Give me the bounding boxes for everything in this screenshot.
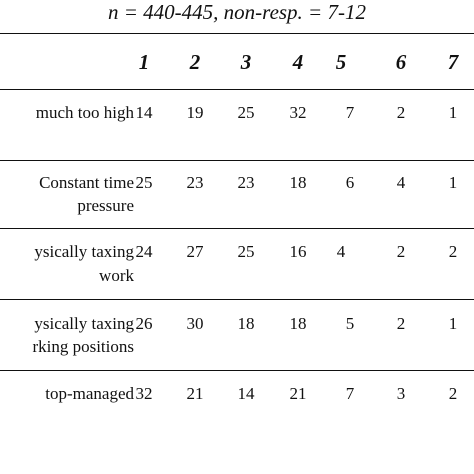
column-header-7: 7 bbox=[447, 50, 459, 74]
cell: 25 bbox=[237, 103, 255, 122]
column-header-2: 2 bbox=[189, 50, 201, 74]
row-label-line-1: Constant time bbox=[39, 173, 134, 192]
column-header-3: 3 bbox=[240, 50, 252, 74]
header-rule bbox=[0, 89, 474, 90]
cell: 14 bbox=[237, 384, 255, 403]
cell: 19 bbox=[186, 103, 204, 122]
cell: 2 bbox=[396, 242, 406, 261]
column-header-4: 4 bbox=[292, 50, 304, 74]
cell: 7 bbox=[345, 384, 355, 403]
row-label-line-2: rking positions bbox=[32, 337, 134, 356]
cell: 1 bbox=[448, 173, 458, 192]
cell: 6 bbox=[345, 173, 355, 192]
cell: 1 bbox=[448, 103, 458, 122]
column-header-6: 6 bbox=[395, 50, 407, 74]
top-rule bbox=[0, 33, 474, 34]
cell: 21 bbox=[289, 384, 307, 403]
cell: 3 bbox=[396, 384, 406, 403]
row-rule bbox=[0, 370, 474, 371]
cell: 7 bbox=[345, 103, 355, 122]
row-rule bbox=[0, 160, 474, 161]
row-label-line-1: ysically taxing bbox=[34, 242, 134, 261]
row-rule bbox=[0, 228, 474, 229]
cell: 4 bbox=[396, 173, 406, 192]
cell: 30 bbox=[186, 314, 204, 333]
cell: 2 bbox=[396, 314, 406, 333]
cell: 1 bbox=[448, 314, 458, 333]
cell: 5 bbox=[345, 314, 355, 333]
column-header-1: 1 bbox=[138, 50, 150, 74]
row-rule bbox=[0, 299, 474, 300]
table-caption: n = 440-445, non-resp. = 7-12 bbox=[108, 0, 366, 24]
cell: 32 bbox=[135, 384, 153, 403]
cell: 26 bbox=[135, 314, 153, 333]
cell: 18 bbox=[237, 314, 255, 333]
cell: 23 bbox=[237, 173, 255, 192]
cell: 21 bbox=[186, 384, 204, 403]
row-label-line-1: ysically taxing bbox=[34, 314, 134, 333]
cell: 2 bbox=[396, 103, 406, 122]
cell: 27 bbox=[186, 242, 204, 261]
cell: 16 bbox=[289, 242, 307, 261]
column-header-5: 5 bbox=[335, 50, 347, 74]
cell: 25 bbox=[135, 173, 153, 192]
cell: 23 bbox=[186, 173, 204, 192]
row-label-line-2: pressure bbox=[77, 196, 134, 215]
row-label-line-2: work bbox=[99, 266, 134, 285]
row-label: top-managed bbox=[45, 384, 134, 403]
cell: 14 bbox=[135, 103, 153, 122]
cell: 25 bbox=[237, 242, 255, 261]
cell: 18 bbox=[289, 173, 307, 192]
cell: 18 bbox=[289, 314, 307, 333]
cell: 2 bbox=[448, 384, 458, 403]
cell: 32 bbox=[289, 103, 307, 122]
cell: 4 bbox=[336, 242, 346, 261]
cell: 2 bbox=[448, 242, 458, 261]
row-label: much too high bbox=[35, 103, 134, 122]
cell: 24 bbox=[135, 242, 153, 261]
